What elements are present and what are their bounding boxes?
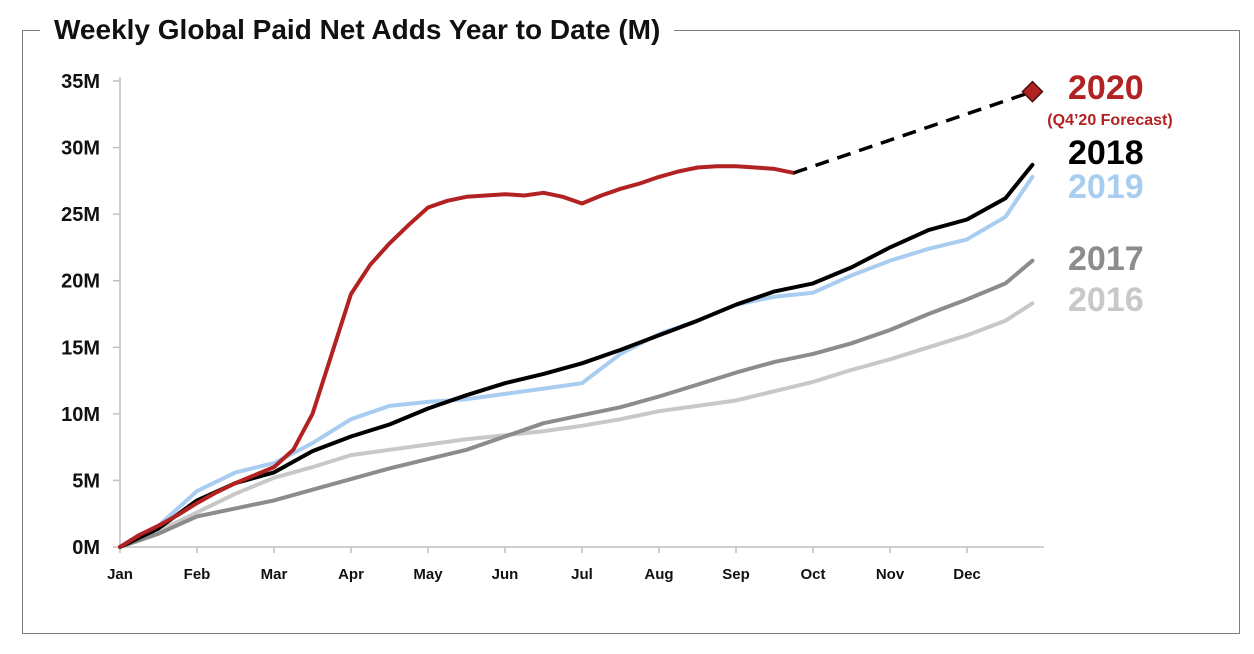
series-line-2018 bbox=[118, 162, 1035, 549]
forecast-dashed-line bbox=[793, 91, 1028, 175]
y-tick-label: 35M bbox=[61, 71, 100, 93]
y-tick-label: 0M bbox=[72, 537, 100, 559]
series-label-2017: 2017 bbox=[1068, 240, 1144, 278]
x-tick-label: Dec bbox=[953, 566, 981, 583]
forecast-note-label: (Q4’20 Forecast) bbox=[1047, 112, 1172, 129]
y-tick-label: 10M bbox=[61, 404, 100, 426]
x-tick-label: Jul bbox=[571, 566, 593, 583]
x-tick-label: May bbox=[413, 566, 443, 583]
y-tick-label: 30M bbox=[61, 138, 100, 160]
series-label-2016: 2016 bbox=[1068, 281, 1144, 319]
series-line-2017 bbox=[118, 258, 1035, 549]
x-tick-label: Oct bbox=[800, 566, 825, 583]
forecast-diamond-marker bbox=[1021, 80, 1044, 103]
series-label-2018: 2018 bbox=[1068, 134, 1144, 172]
chart-series-layer bbox=[118, 80, 1044, 549]
y-tick-label: 5M bbox=[72, 470, 100, 492]
series-label-2019: 2019 bbox=[1068, 168, 1144, 206]
chart-title: Weekly Global Paid Net Adds Year to Date… bbox=[40, 12, 675, 48]
x-tick-label: Mar bbox=[261, 566, 288, 583]
x-tick-label: Sep bbox=[722, 566, 750, 583]
x-tick-label: Feb bbox=[184, 566, 211, 583]
x-tick-label: Aug bbox=[644, 566, 673, 583]
series-line-2019 bbox=[118, 174, 1035, 549]
series-label-2020: 2020 bbox=[1068, 69, 1144, 107]
series-line-2016 bbox=[118, 301, 1035, 549]
series-line-2020 bbox=[118, 164, 796, 549]
x-tick-label: Nov bbox=[876, 566, 905, 583]
y-tick-label: 25M bbox=[61, 204, 100, 226]
y-tick-label: 15M bbox=[61, 337, 100, 359]
x-tick-label: Apr bbox=[338, 566, 364, 583]
chart-axes: 0M 5M 10M 15M 20M 25M 30M 35M Jan Feb Mar Apr May Jun… bbox=[61, 71, 1044, 583]
x-tick-label: Jan bbox=[107, 566, 133, 583]
y-tick-label: 20M bbox=[61, 271, 100, 293]
x-tick-label: Jun bbox=[492, 566, 519, 583]
